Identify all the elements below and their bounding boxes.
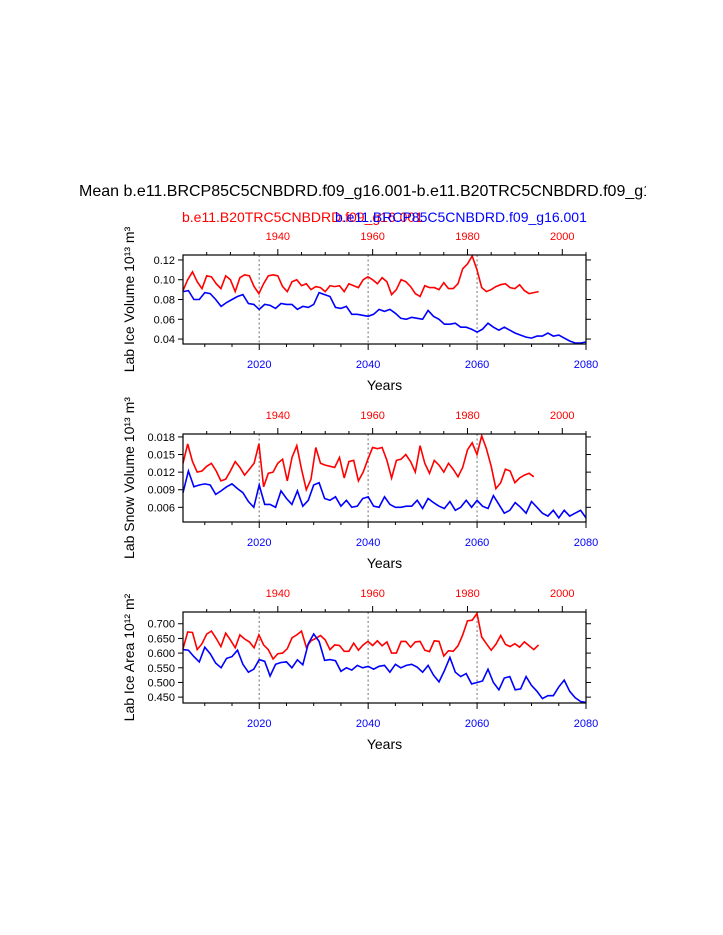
rcp85-series-line: [182, 289, 587, 344]
panel-1: 0.04 0.06 0.08 0.10 0.12 2020 2040 2060 2080 1940…: [121, 226, 598, 393]
rcp85-series-line: [182, 632, 587, 704]
x-bottom-tick-label: 2020: [247, 537, 271, 549]
x-bottom-tick-label: 2060: [465, 718, 489, 730]
y-tick-label: 0.012: [147, 467, 175, 479]
historical-series-line: [182, 611, 540, 661]
x-bottom-tick-label: 2040: [356, 537, 380, 549]
x-top-tick-label: 1960: [360, 410, 384, 422]
x-top-tick-label: 2000: [550, 410, 574, 422]
legend-rcp85-label: b.e11.BRCP85C5CNBDRD.f09_g16.001: [335, 209, 587, 225]
legend-historical-label: b.e11.B20TRC5CNBDRD.f09_g16.001: [182, 209, 423, 225]
historical-series-line: [182, 254, 539, 298]
y-tick-label: 0.009: [147, 485, 175, 497]
x-axis-label: Years: [367, 377, 402, 393]
x-bottom-tick-label: 2080: [574, 537, 598, 549]
y-tick-label: 0.04: [154, 334, 175, 346]
plot-frame: [182, 611, 587, 704]
x-axis-label: Years: [367, 555, 402, 571]
y-tick-label: 0.500: [147, 677, 175, 689]
x-top-tick-label: 1960: [360, 231, 384, 243]
panel-3: 0.450 0.500 0.550 0.600 0.650 0.700 2020 2040 20…: [121, 588, 598, 752]
x-bottom-tick-label: 2080: [574, 359, 598, 371]
x-bottom-tick-label: 2080: [574, 718, 598, 730]
y-axis-label: Lab Ice Volume 10¹³ m³: [121, 226, 137, 372]
y-tick-label: 0.06: [154, 314, 175, 326]
y-axis-label: Lab Snow Volume 10¹³ m³: [121, 397, 137, 559]
y-tick-label: 0.10: [154, 275, 175, 287]
x-axis-label: Years: [367, 736, 402, 752]
panel-2: 0.006 0.009 0.012 0.015 0.018 2020 2040 2060 208…: [121, 397, 598, 571]
x-top-tick-label: 1940: [266, 231, 290, 243]
figure-title: Mean b.e11.BRCP85C5CNBDRD.f09_g16.001-b.…: [79, 183, 646, 200]
y-tick-label: 0.015: [147, 450, 175, 462]
y-tick-label: 0.650: [147, 633, 175, 645]
y-tick-label: 0.600: [147, 648, 175, 660]
x-top-tick-label: 2000: [550, 588, 574, 600]
y-tick-label: 0.006: [147, 502, 175, 514]
x-top-tick-label: 1980: [455, 410, 479, 422]
x-top-tick-label: 1940: [266, 588, 290, 600]
y-tick-label: 0.018: [147, 432, 175, 444]
x-top-tick-label: 1980: [455, 231, 479, 243]
y-tick-label: 0.08: [154, 295, 175, 307]
y-tick-label: 0.550: [147, 663, 175, 675]
x-bottom-tick-label: 2040: [356, 359, 380, 371]
x-bottom-tick-label: 2020: [247, 359, 271, 371]
y-tick-label: 0.450: [147, 692, 175, 704]
historical-series-line: [182, 433, 535, 493]
plot-frame: [182, 433, 587, 523]
x-top-tick-label: 1940: [266, 410, 290, 422]
x-bottom-tick-label: 2060: [465, 359, 489, 371]
x-top-tick-label: 1960: [360, 588, 384, 600]
y-tick-label: 0.12: [154, 255, 175, 267]
x-bottom-tick-label: 2060: [465, 537, 489, 549]
y-axis-label: Lab Ice Area 10¹² m²: [121, 593, 137, 721]
x-bottom-tick-label: 2020: [247, 718, 271, 730]
y-tick-label: 0.700: [147, 619, 175, 631]
plot-frame: [182, 254, 587, 345]
x-top-tick-label: 1980: [455, 588, 479, 600]
x-top-tick-label: 2000: [550, 231, 574, 243]
rcp85-series-line: [182, 468, 587, 520]
x-bottom-tick-label: 2040: [356, 718, 380, 730]
